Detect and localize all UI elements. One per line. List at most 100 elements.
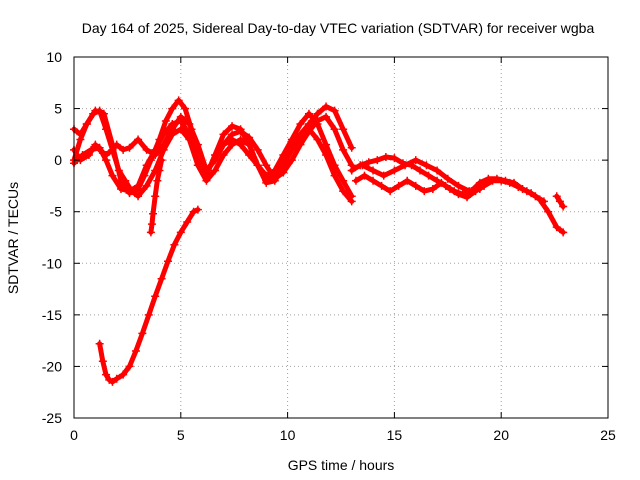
data-point-sat-d xyxy=(102,150,111,159)
data-point-sat-d xyxy=(91,140,100,149)
data-point-sat-c xyxy=(193,161,202,170)
data-point-sat-j xyxy=(552,192,561,201)
data-point-sat-d xyxy=(210,156,219,165)
series-layer xyxy=(70,96,568,386)
data-point-sat-b xyxy=(116,185,125,194)
data-point-sat-c xyxy=(89,109,98,118)
data-point-sat-g xyxy=(373,156,382,165)
data-point-sat-d xyxy=(245,150,254,159)
y-tick-label: -25 xyxy=(42,410,62,426)
data-point-sat-c xyxy=(82,120,91,129)
data-point-sat-b xyxy=(245,133,254,142)
data-point-sat-h xyxy=(497,176,506,185)
data-point-sat-e xyxy=(189,207,198,216)
data-point-sat-e xyxy=(102,370,111,379)
data-point-sat-a xyxy=(322,102,331,111)
data-point-sat-i xyxy=(433,166,442,175)
plot-frame xyxy=(73,56,609,419)
data-point-sat-d xyxy=(185,120,194,129)
data-point-sat-d xyxy=(339,176,348,185)
data-point-sat-a xyxy=(228,122,237,131)
y-axis-label: SDTVAR / TECUs xyxy=(5,182,21,294)
data-point-sat-e xyxy=(151,292,160,301)
data-point-sat-d xyxy=(287,135,296,144)
data-point-sat-e xyxy=(163,257,172,266)
data-point-sat-c xyxy=(330,171,339,180)
data-point-sat-h xyxy=(377,181,386,190)
data-point-sat-h xyxy=(420,187,429,196)
data-point-sat-d xyxy=(134,135,143,144)
data-point-sat-d xyxy=(296,120,305,129)
data-point-sat-g xyxy=(416,166,425,175)
data-point-sat-a xyxy=(219,130,228,139)
data-point-sat-b xyxy=(253,145,262,154)
data-point-sat-c xyxy=(121,176,130,185)
data-point-sat-c xyxy=(262,178,271,187)
data-point-sat-b xyxy=(134,181,143,190)
data-point-sat-g xyxy=(390,154,399,163)
data-point-sat-d xyxy=(84,150,93,159)
y-tick-label: -5 xyxy=(50,204,63,220)
data-point-sat-f xyxy=(157,156,166,165)
grid xyxy=(74,57,608,418)
data-point-sat-e xyxy=(193,205,202,214)
y-tick-labels: 10 5 0 -5 -10 -15 -20 -25 xyxy=(42,49,62,426)
data-point-sat-b xyxy=(142,161,151,170)
data-point-sat-c xyxy=(339,187,348,196)
data-point-sat-e xyxy=(119,370,128,379)
data-point-sat-e xyxy=(125,362,134,371)
data-point-sat-h xyxy=(454,190,463,199)
data-point-sat-g xyxy=(364,158,373,167)
data-point-sat-j xyxy=(555,197,564,206)
data-point-sat-e xyxy=(112,374,121,383)
data-point-sat-c xyxy=(114,166,123,175)
data-point-sat-h xyxy=(403,176,412,185)
axis-ticks xyxy=(73,56,609,419)
data-point-sat-d xyxy=(176,112,185,121)
x-tick-label: 15 xyxy=(387,427,403,443)
data-point-sat-d xyxy=(262,171,271,180)
data-point-sat-c xyxy=(270,176,279,185)
data-point-sat-i xyxy=(411,156,420,165)
data-point-sat-b xyxy=(322,112,331,121)
data-point-sat-f xyxy=(153,176,162,185)
y-tick-label: 5 xyxy=(54,101,62,117)
data-point-sat-e xyxy=(144,310,153,319)
data-point-sat-h xyxy=(522,187,531,196)
x-tick-label: 0 xyxy=(70,427,78,443)
data-point-sat-a xyxy=(174,96,183,105)
data-point-sat-d xyxy=(313,120,322,129)
series-sat-i xyxy=(359,157,483,194)
data-point-sat-c xyxy=(202,176,211,185)
data-point-sat-a xyxy=(168,104,177,113)
data-point-sat-g xyxy=(347,166,356,175)
data-point-sat-f xyxy=(147,220,156,229)
data-point-sat-i xyxy=(454,181,463,190)
y-tick-label: 10 xyxy=(46,49,62,65)
data-point-sat-b xyxy=(159,130,168,139)
data-point-sat-c xyxy=(279,161,288,170)
data-point-sat-h xyxy=(505,178,514,187)
data-point-sat-b xyxy=(262,161,271,170)
x-tick-label: 10 xyxy=(280,427,296,443)
data-point-sat-c xyxy=(245,140,254,149)
data-point-sat-d xyxy=(219,140,228,149)
data-point-sat-c xyxy=(210,166,219,175)
data-point-sat-c xyxy=(176,125,185,134)
data-point-sat-h xyxy=(480,181,489,190)
data-point-sat-a xyxy=(339,125,348,134)
data-point-sat-e xyxy=(176,228,185,237)
data-point-sat-d xyxy=(142,145,151,154)
series-sat-e xyxy=(97,207,201,385)
data-point-sat-f xyxy=(151,192,160,201)
data-point-sat-e xyxy=(183,218,192,227)
x-tick-label: 25 xyxy=(600,427,616,443)
data-point-sat-d xyxy=(236,140,245,149)
data-point-sat-a xyxy=(313,109,322,118)
data-point-sat-d xyxy=(125,143,134,152)
data-point-sat-b xyxy=(108,171,117,180)
data-point-sat-g xyxy=(559,228,568,237)
data-point-sat-d xyxy=(119,145,128,154)
data-point-sat-d xyxy=(322,140,331,149)
